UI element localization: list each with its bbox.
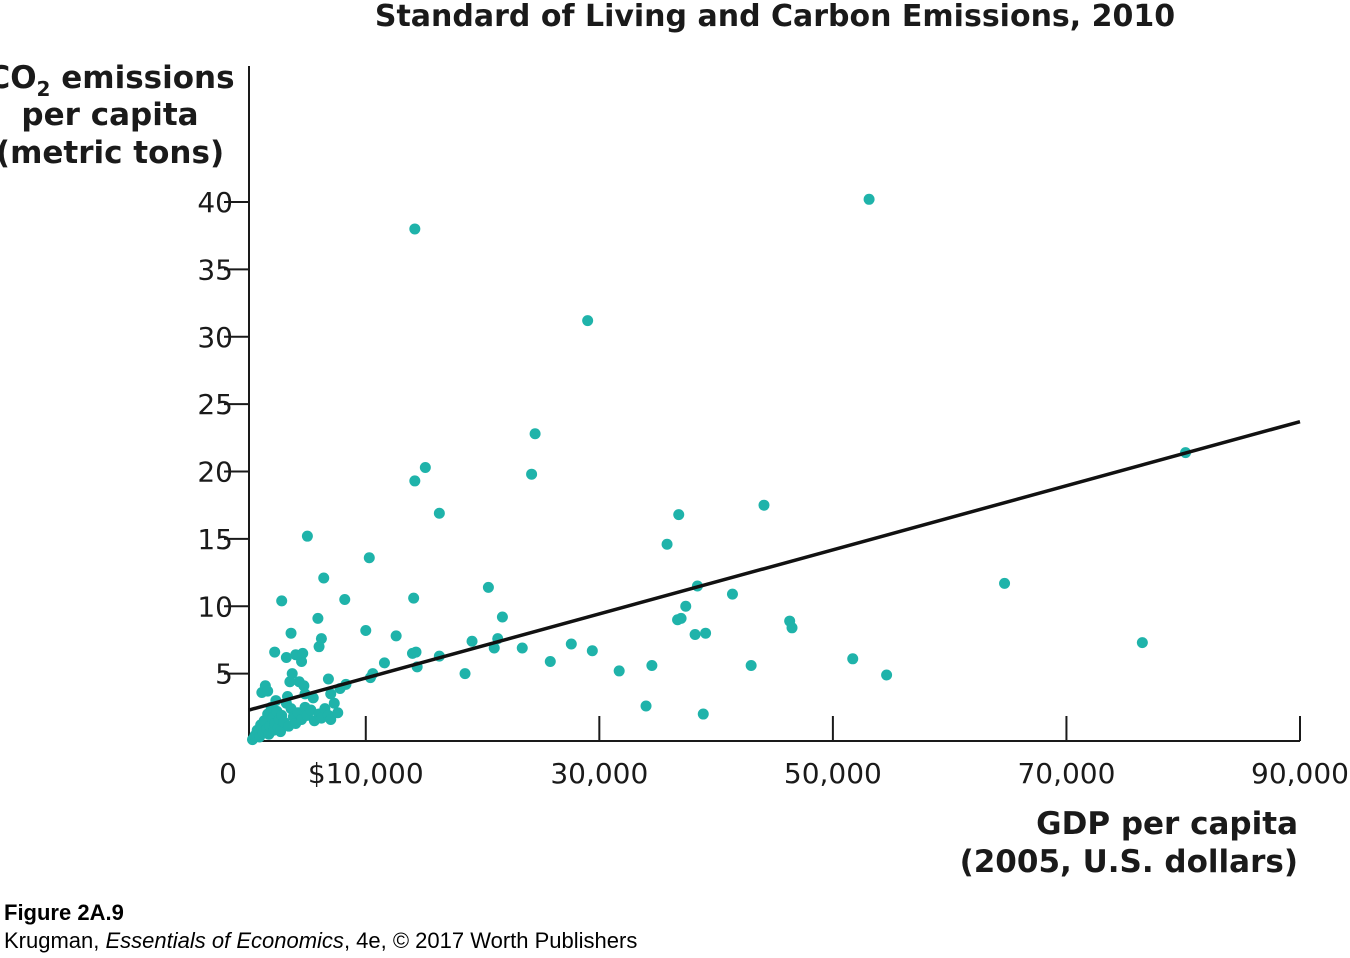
data-point <box>410 646 422 658</box>
x-tick-label: 30,000 <box>550 757 648 790</box>
data-point <box>646 660 658 672</box>
data-point <box>544 655 556 667</box>
data-point <box>318 572 330 584</box>
data-point <box>661 538 673 550</box>
data-point <box>496 611 508 623</box>
data-point <box>275 726 287 738</box>
y-axis-label-line2: per capita <box>21 97 198 133</box>
figure-label: Figure 2A.9 <box>4 900 124 925</box>
data-point <box>700 627 712 639</box>
data-point <box>1136 637 1148 649</box>
figure-citation: Krugman, Essentials of Economics, 4e, © … <box>4 928 638 953</box>
x-tick-label: 0 <box>219 757 237 790</box>
data-point <box>285 627 297 639</box>
data-point <box>339 594 351 606</box>
data-point <box>640 700 652 712</box>
data-point <box>745 660 757 672</box>
data-point <box>863 193 875 205</box>
data-point <box>565 638 577 650</box>
data-point <box>298 680 310 692</box>
data-point <box>297 647 309 659</box>
data-point <box>286 668 298 680</box>
x-axis-label-line2: (2005, U.S. dollars) <box>960 844 1298 880</box>
y-tick-label: 20 <box>197 456 233 489</box>
data-point <box>262 685 274 697</box>
y-tick-label: 10 <box>197 590 233 623</box>
data-point <box>322 673 334 685</box>
data-points <box>247 193 1192 746</box>
data-point <box>307 692 319 704</box>
x-tick-label: 90,000 <box>1251 757 1349 790</box>
data-point <box>325 713 337 725</box>
data-point <box>881 669 893 681</box>
y-tick-label: 40 <box>197 186 233 219</box>
data-point <box>697 708 709 720</box>
ticks: 5 10 15 20 25 30 35 40 0 $10,000 30,000 50,000 70,00… <box>197 186 1349 790</box>
data-point <box>305 704 317 716</box>
data-point <box>419 461 431 473</box>
data-point <box>276 595 288 607</box>
trend-line-group <box>248 419 1301 712</box>
data-point <box>390 630 402 642</box>
data-point <box>726 588 738 600</box>
data-point <box>680 600 692 612</box>
data-point <box>409 475 421 487</box>
data-point <box>466 635 478 647</box>
x-tick-label: $10,000 <box>308 757 424 790</box>
y-tick-label: 35 <box>197 253 233 286</box>
data-point <box>328 697 340 709</box>
data-point <box>516 642 528 654</box>
data-point <box>482 581 494 593</box>
data-point <box>363 552 375 564</box>
data-point <box>459 668 471 680</box>
data-point <box>360 625 372 637</box>
data-point <box>332 707 344 719</box>
data-point <box>409 223 421 235</box>
data-point <box>586 645 598 657</box>
x-tick-label: 70,000 <box>1017 757 1115 790</box>
data-point <box>582 315 594 327</box>
x-tick-label: 50,000 <box>784 757 882 790</box>
data-point <box>526 468 538 480</box>
chart-title: Standard of Living and Carbon Emissions,… <box>375 0 1175 34</box>
data-point <box>408 592 420 604</box>
data-point <box>675 612 687 624</box>
data-point <box>758 499 770 511</box>
data-point <box>280 651 292 663</box>
y-tick-label: 25 <box>197 388 233 421</box>
data-point <box>786 622 798 634</box>
data-point <box>673 509 685 521</box>
y-tick-label: 5 <box>215 658 233 691</box>
y-tick-label: 15 <box>197 523 233 556</box>
data-point <box>296 655 308 667</box>
y-tick-label: 30 <box>197 321 233 354</box>
y-axis-label-line1: CO2 emissions <box>0 60 235 101</box>
data-point <box>378 657 390 669</box>
trend-line <box>248 419 1301 712</box>
data-point <box>301 530 313 542</box>
data-point <box>689 629 701 641</box>
data-point <box>312 612 324 624</box>
data-point <box>999 577 1011 589</box>
data-point <box>315 633 327 645</box>
data-point <box>613 665 625 677</box>
data-point <box>433 507 445 519</box>
x-axis-label-line1: GDP per capita <box>1036 806 1298 842</box>
data-point <box>325 688 337 700</box>
data-point <box>529 428 541 440</box>
y-axis-label-line3: (metric tons) <box>0 135 224 171</box>
data-point <box>269 646 281 658</box>
data-point <box>847 653 859 665</box>
